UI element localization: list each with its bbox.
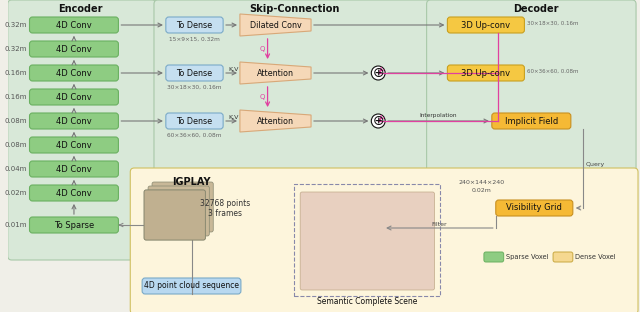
Text: 0.16m: 0.16m [4,70,26,76]
Circle shape [371,66,385,80]
Text: 30×18×30, 0.16m: 30×18×30, 0.16m [167,85,221,90]
Text: 60×36×60, 0.08m: 60×36×60, 0.08m [167,133,221,138]
FancyBboxPatch shape [8,0,156,260]
Text: Attention: Attention [257,116,294,125]
Text: 4D point cloud sequence: 4D point cloud sequence [144,281,239,290]
Text: Dense Voxel: Dense Voxel [575,254,616,260]
Text: 0.04m: 0.04m [4,166,26,172]
Text: Q: Q [259,46,264,52]
FancyBboxPatch shape [29,65,118,81]
Text: 4D Conv: 4D Conv [56,188,92,197]
Text: 4D Conv: 4D Conv [56,45,92,53]
FancyBboxPatch shape [427,0,636,260]
FancyBboxPatch shape [29,89,118,105]
Text: K,V: K,V [228,115,239,119]
Text: 15×9×15, 0.32m: 15×9×15, 0.32m [169,37,220,41]
FancyBboxPatch shape [447,17,524,33]
Text: 0.08m: 0.08m [4,142,26,148]
Text: Sparse Voxel: Sparse Voxel [506,254,548,260]
Text: Visibility Grid: Visibility Grid [506,203,562,212]
Circle shape [371,114,385,128]
Text: Dilated Conv: Dilated Conv [250,21,301,30]
FancyBboxPatch shape [492,113,571,129]
Polygon shape [240,110,311,132]
Text: Interpolation: Interpolation [420,113,457,118]
Text: ⊕: ⊕ [372,66,384,80]
Text: 0.02m: 0.02m [4,190,26,196]
Text: 0.02m: 0.02m [472,188,492,193]
FancyBboxPatch shape [29,113,118,129]
FancyBboxPatch shape [152,182,213,232]
Text: Encoder: Encoder [58,4,102,14]
Text: K,V: K,V [228,66,239,71]
Polygon shape [240,62,311,84]
Text: 0.01m: 0.01m [4,222,26,228]
FancyBboxPatch shape [144,190,205,240]
FancyBboxPatch shape [447,65,524,81]
Text: 4D Conv: 4D Conv [56,21,92,30]
FancyBboxPatch shape [154,0,431,260]
Text: ⊕: ⊕ [372,114,384,128]
Text: 3 frames: 3 frames [208,209,242,218]
FancyBboxPatch shape [484,252,504,262]
Text: Skip-Connection: Skip-Connection [249,4,339,14]
Text: 4D Conv: 4D Conv [56,116,92,125]
FancyBboxPatch shape [166,17,223,33]
Text: 0.16m: 0.16m [4,94,26,100]
Text: Q: Q [259,94,264,100]
Bar [294,184,440,296]
FancyBboxPatch shape [142,278,241,294]
FancyBboxPatch shape [29,41,118,57]
Text: 3D Up-conv: 3D Up-conv [461,21,511,30]
Text: 3D Up-conv: 3D Up-conv [461,69,511,77]
Text: Decoder: Decoder [513,4,559,14]
FancyBboxPatch shape [496,200,573,216]
FancyBboxPatch shape [131,168,638,312]
FancyBboxPatch shape [144,190,205,240]
FancyBboxPatch shape [166,65,223,81]
Polygon shape [240,14,311,36]
Text: To Sparse: To Sparse [54,221,94,230]
Text: 32768 points: 32768 points [200,199,250,208]
Text: 30×18×30, 0.16m: 30×18×30, 0.16m [527,21,579,26]
Text: 60×36×60, 0.08m: 60×36×60, 0.08m [527,69,579,74]
FancyBboxPatch shape [29,185,118,201]
Text: To Dense: To Dense [177,116,212,125]
Text: 0.08m: 0.08m [4,118,26,124]
Text: 0.32m: 0.32m [4,46,26,52]
Text: IGPLAY: IGPLAY [172,177,211,187]
Text: 4D Conv: 4D Conv [56,69,92,77]
FancyBboxPatch shape [29,17,118,33]
Text: Filter: Filter [431,222,447,227]
Text: Query: Query [586,162,605,167]
FancyBboxPatch shape [148,186,209,236]
FancyBboxPatch shape [29,217,118,233]
FancyBboxPatch shape [300,192,435,290]
Text: 4D Conv: 4D Conv [56,140,92,149]
Text: Implicit Field: Implicit Field [505,116,558,125]
Text: 4D Conv: 4D Conv [56,164,92,173]
Text: Semantic Complete Scene: Semantic Complete Scene [317,298,417,306]
Text: To Dense: To Dense [177,21,212,30]
Text: 4D Conv: 4D Conv [56,92,92,101]
FancyBboxPatch shape [29,137,118,153]
Text: Attention: Attention [257,69,294,77]
Text: 240×144×240: 240×144×240 [459,179,505,184]
FancyBboxPatch shape [166,113,223,129]
Text: To Dense: To Dense [177,69,212,77]
FancyBboxPatch shape [29,161,118,177]
Text: 0.32m: 0.32m [4,22,26,28]
FancyBboxPatch shape [553,252,573,262]
